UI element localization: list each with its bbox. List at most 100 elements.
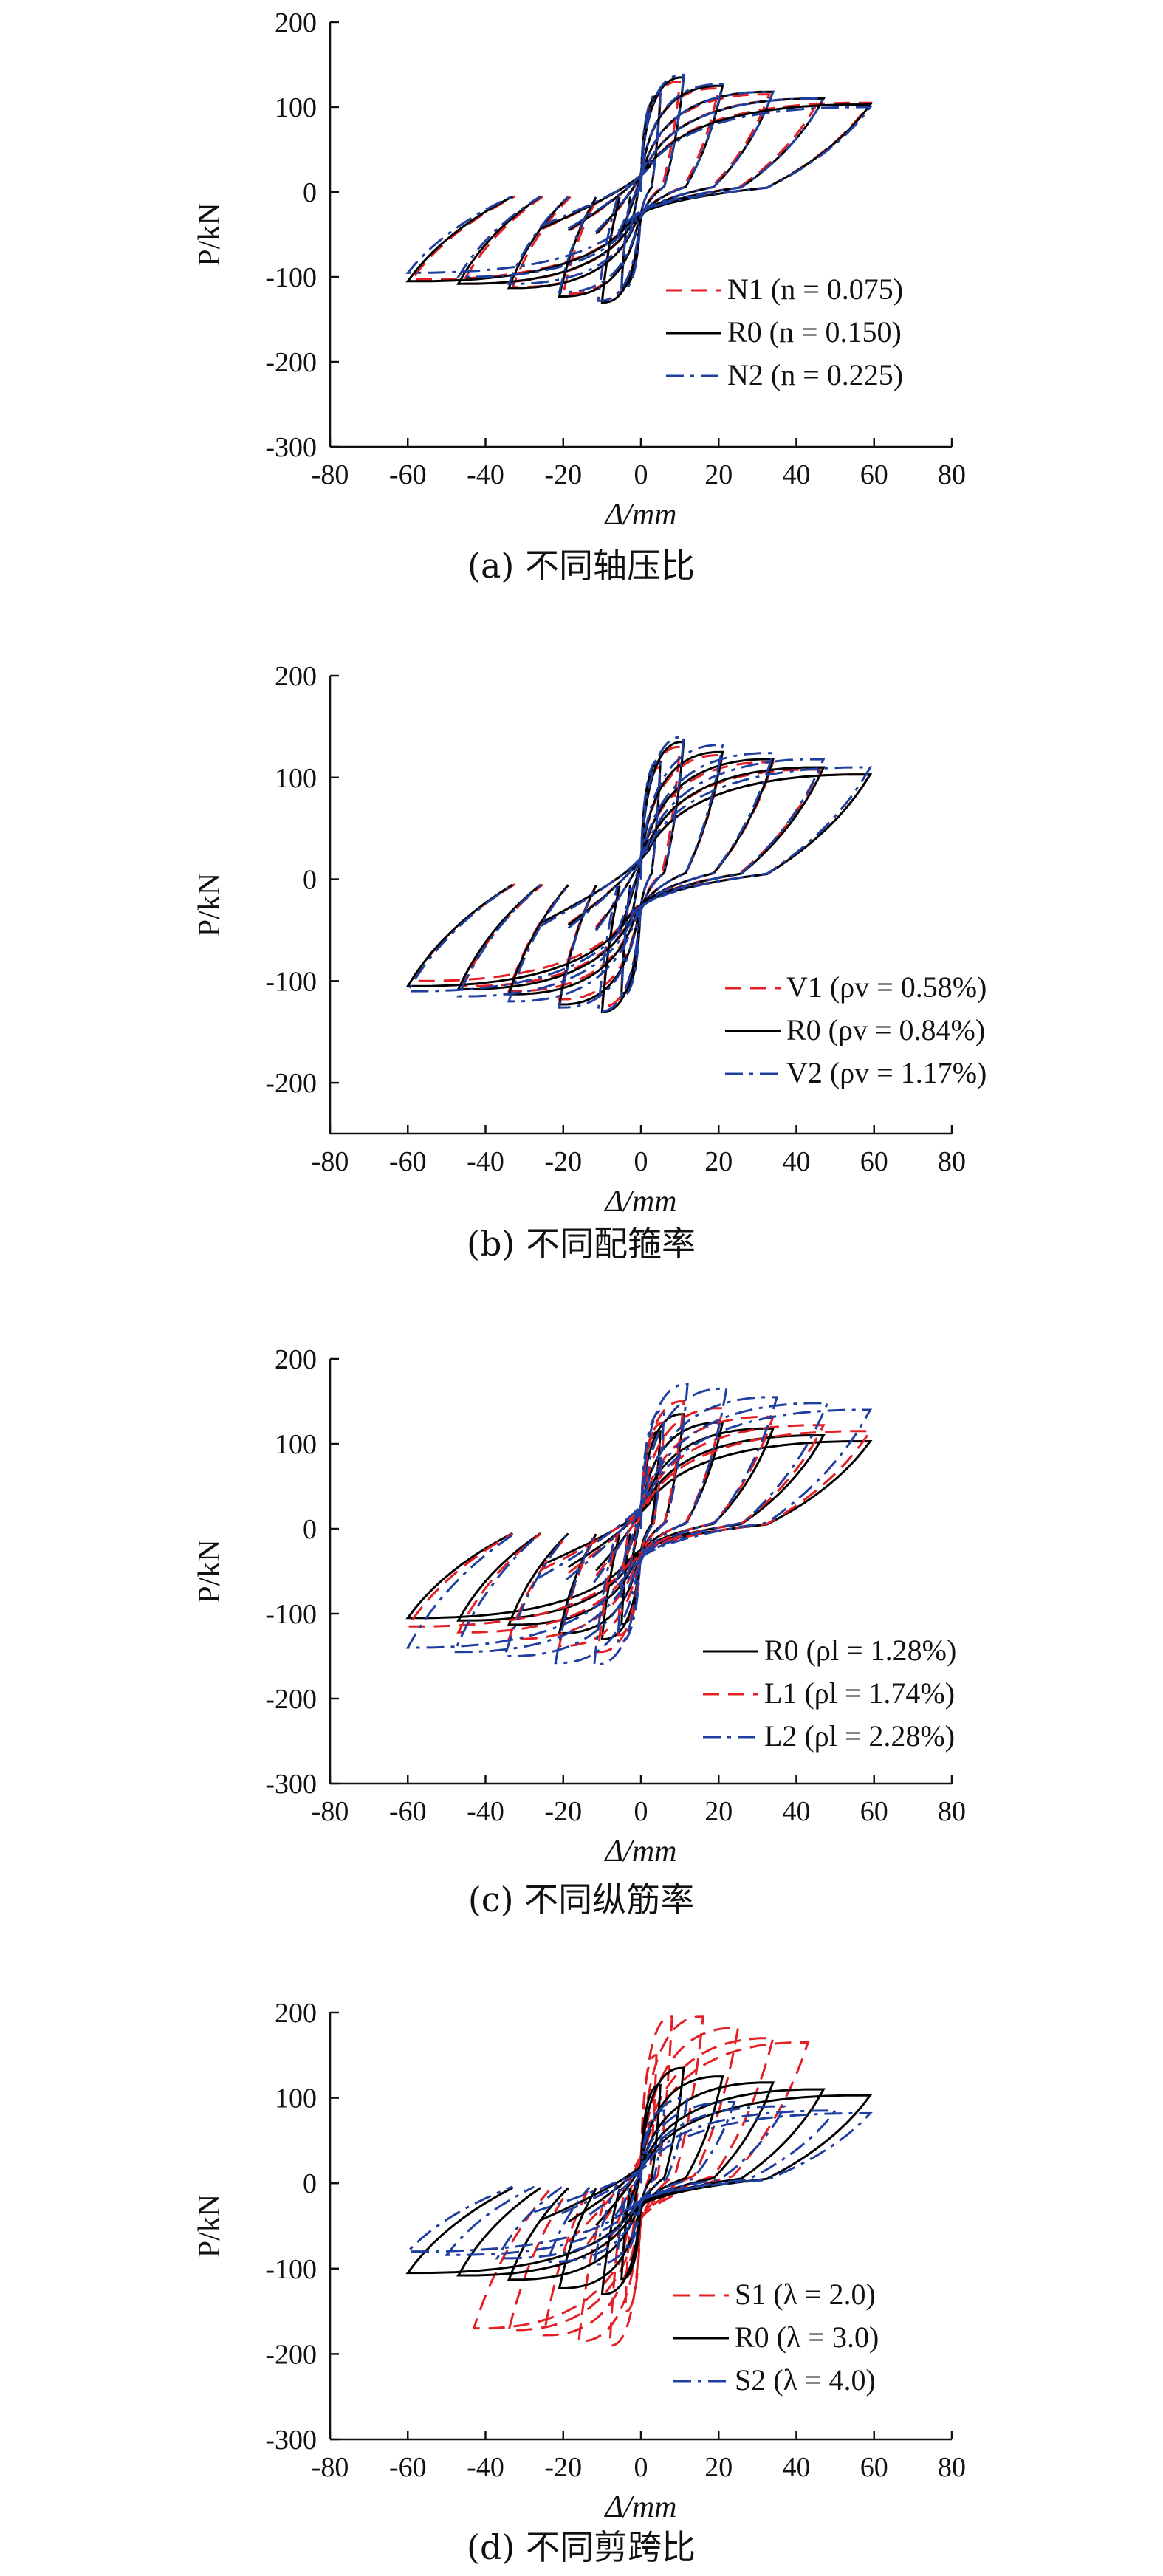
chart-panel-d: -80 -60 -40 -20 0 20 40 60 80-300-200-1000100200… <box>193 1998 966 2567</box>
legend: N1 (n = 0.075) R0 (n = 0.150) N2 (n = 0.22… <box>666 273 903 391</box>
y-tick-label: 100 <box>275 1429 317 1460</box>
x-tick-label: -40 <box>467 2452 504 2483</box>
hysteresis-loop-R0 <box>456 2088 826 2277</box>
y-tick-label: -300 <box>265 2425 317 2456</box>
y-axis-title: P/kN <box>193 1539 227 1603</box>
hysteresis-loop-S2 <box>495 2105 787 2260</box>
y-tick-label: -300 <box>265 432 317 463</box>
x-tick-label: -80 <box>312 1146 349 1177</box>
x-tick-label: -40 <box>467 459 504 490</box>
series-L2 <box>405 1383 873 1666</box>
hysteresis-loop-V2 <box>456 758 826 998</box>
x-tick-label: 60 <box>860 459 888 490</box>
x-tick-label: 40 <box>783 1796 811 1827</box>
hysteresis-loop-V2 <box>405 766 873 993</box>
subplot-caption: (a) 不同轴压比 <box>467 546 695 586</box>
legend: V1 (ρv = 0.58%) R0 (ρv = 0.84%) V2 (ρv = 1… <box>725 970 987 1089</box>
hysteresis-loop-L1 <box>558 1407 724 1648</box>
hysteresis-loop-R0 <box>507 2081 775 2281</box>
x-tick-label: 60 <box>860 1146 888 1177</box>
y-axis-title: P/kN <box>193 202 227 266</box>
hysteresis-loop-V2 <box>620 758 662 998</box>
legend: R0 (ρl = 1.28%) L1 (ρl = 1.74%) L2 (ρl = 2… <box>703 1634 956 1753</box>
series-N2 <box>405 73 873 302</box>
y-tick-label: -100 <box>265 1599 317 1630</box>
series-V2 <box>405 736 873 1013</box>
y-tick-label: -300 <box>265 1769 317 1800</box>
hysteresis-loop-S1 <box>507 2037 775 2332</box>
legend-label-N2: N2 (n = 0.225) <box>727 358 903 391</box>
legend: S1 (λ = 2.0) R0 (λ = 3.0) S2 (λ = 4.0) <box>673 2278 879 2397</box>
hysteresis-loop-L2 <box>616 1408 666 1645</box>
hysteresis-loop-R0 <box>507 1427 775 1626</box>
hysteresis-loop-S1 <box>577 2015 704 2343</box>
y-tick-label: 0 <box>303 865 317 896</box>
x-tick-label: 20 <box>704 2452 733 2483</box>
legend-label-R0: R0 (ρl = 1.28%) <box>764 1634 956 1667</box>
hysteresis-loop-R0 <box>405 2094 873 2275</box>
y-tick-label: 0 <box>303 2168 317 2199</box>
x-tick-label: 0 <box>634 1146 648 1177</box>
hysteresis-loop-R0 <box>600 1413 685 1641</box>
x-tick-label: -60 <box>389 459 427 490</box>
x-tick-label: 0 <box>634 2452 648 2483</box>
y-axis-title: P/kN <box>193 2194 227 2258</box>
x-tick-label: 40 <box>783 459 811 490</box>
hysteresis-loop-R0 <box>600 2066 685 2296</box>
hysteresis-loop-N2 <box>507 90 775 285</box>
hysteresis-loop-L2 <box>554 1387 728 1665</box>
x-tick-label: 20 <box>704 1146 733 1177</box>
hysteresis-loop-N2 <box>405 106 873 274</box>
x-tick-label: 0 <box>634 459 648 490</box>
y-axis-title: P/kN <box>193 873 227 936</box>
plot-area <box>405 736 873 1013</box>
x-tick-label: -20 <box>544 2452 582 2483</box>
x-tick-label: -80 <box>312 2452 349 2483</box>
legend-label-R0: R0 (ρv = 0.84%) <box>786 1013 985 1046</box>
hysteresis-loop-R0 <box>600 741 685 1013</box>
x-tick-label: 80 <box>938 459 966 490</box>
x-tick-label: 60 <box>860 1796 888 1827</box>
x-tick-label: 40 <box>783 1146 811 1177</box>
hysteresis-loop-V2 <box>558 744 724 1009</box>
chart-panel-a: -80 -60 -40 -20 0 20 40 60 80-300-200-1000100200… <box>193 7 966 586</box>
hysteresis-loop-V2 <box>507 752 775 1003</box>
hysteresis-loop-N2 <box>620 90 662 291</box>
y-tick-label: -200 <box>265 2339 317 2370</box>
x-axis-title: Δ/mm <box>604 1185 677 1219</box>
chart-panel-b: -80 -60 -40 -20 0 20 40 60 80-200-1000100200Δ/mm… <box>193 661 987 1264</box>
x-tick-label: -80 <box>312 459 349 490</box>
legend-label-L1: L1 (ρl = 1.74%) <box>764 1676 955 1710</box>
x-tick-label: 20 <box>704 1796 733 1827</box>
y-tick-label: 0 <box>303 177 317 208</box>
y-tick-label: -200 <box>265 347 317 378</box>
hysteresis-loop-V2 <box>597 736 685 1013</box>
y-tick-label: 100 <box>275 763 317 794</box>
x-tick-label: -40 <box>467 1796 504 1827</box>
subplot-caption: (d) 不同剪跨比 <box>467 2527 696 2567</box>
y-tick-label: 100 <box>275 2083 317 2114</box>
plot-area <box>405 1383 873 1666</box>
legend-label-V1: V1 (ρv = 0.58%) <box>786 970 987 1004</box>
x-axis-title: Δ/mm <box>604 498 677 532</box>
x-tick-label: -20 <box>544 1796 582 1827</box>
y-tick-label: 200 <box>275 1344 317 1375</box>
x-tick-label: 20 <box>704 459 733 490</box>
hysteresis-loop-R0 <box>600 76 685 304</box>
legend-label-L2: L2 (ρl = 2.28%) <box>764 1719 955 1753</box>
y-tick-label: 200 <box>275 661 317 692</box>
y-tick-label: 0 <box>303 1514 317 1545</box>
x-tick-label: -60 <box>389 2452 427 2483</box>
x-tick-label: 60 <box>860 2452 888 2483</box>
hysteresis-loop-S2 <box>616 2109 666 2255</box>
x-tick-label: 0 <box>634 1796 648 1827</box>
hysteresis-loop-R0 <box>405 103 873 283</box>
x-tick-label: -40 <box>467 1146 504 1177</box>
hysteresis-loop-S2 <box>546 2100 736 2264</box>
hysteresis-loop-S2 <box>444 2109 838 2256</box>
hysteresis-loop-L2 <box>503 1396 779 1658</box>
x-tick-label: 80 <box>938 1796 966 1827</box>
legend-label-S2: S2 (λ = 4.0) <box>735 2363 876 2397</box>
hysteresis-loop-N2 <box>597 73 685 302</box>
